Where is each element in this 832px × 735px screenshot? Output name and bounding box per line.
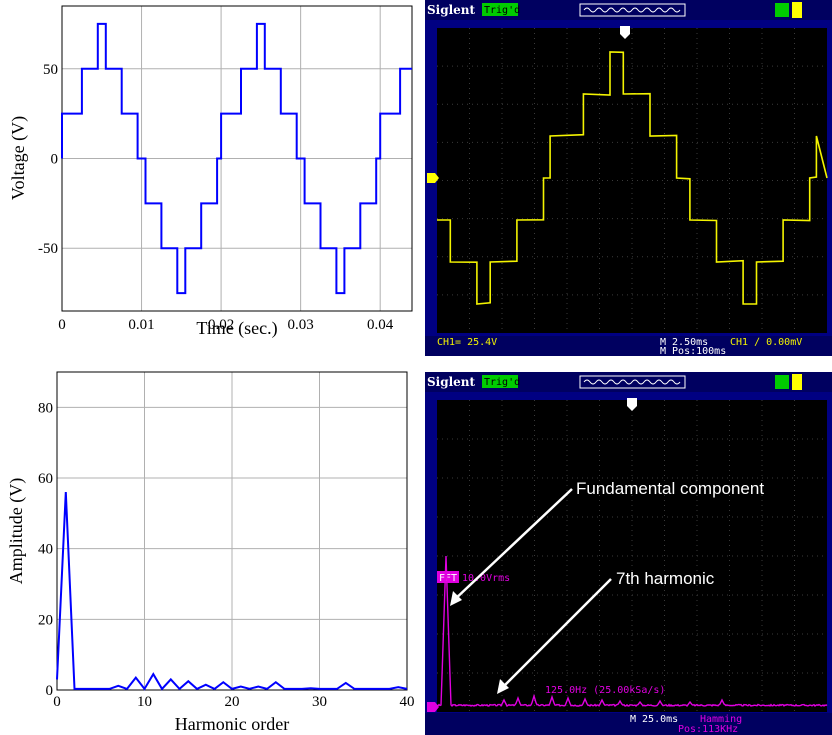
scope-fft-memory-wave — [583, 379, 681, 385]
scope-fft-header-bar — [425, 372, 832, 392]
harmonic-y-tick: 60 — [38, 471, 53, 487]
voltage-x-tick: 0.03 — [288, 317, 314, 333]
fft-frequency: 125.0Hz (25.00kSa/s) — [545, 685, 665, 696]
harmonic-y-tick: 80 — [38, 400, 53, 416]
harmonic-x-tick: 30 — [312, 694, 327, 710]
voltage-y-tick: 0 — [51, 152, 59, 168]
voltage-x-tick: 0.04 — [367, 317, 394, 333]
scope-trace-ch1-readout: CH1= 25.4V — [437, 337, 497, 348]
channel-marker-icon — [427, 702, 439, 712]
annotation-fundamental: Fundamental component — [576, 479, 764, 498]
scope-fft-panel: Siglent Trig'd FFT 10.0Vrms 125.0Hz (25.… — [425, 372, 832, 735]
annotation-arrowhead-7th — [497, 679, 509, 694]
harmonic-y-tick: 40 — [38, 542, 53, 558]
voltage-y-tick: -50 — [38, 241, 58, 257]
scope-trace-position: M Pos:100ms — [660, 346, 726, 357]
scope-fft-window: Hamming — [700, 714, 742, 725]
harmonic-x-tick: 10 — [137, 694, 152, 710]
fft-unit: 10.0Vrms — [462, 573, 510, 584]
scope-fft-memory-bar — [579, 375, 686, 389]
trigger-marker-icon — [620, 26, 630, 39]
scope-trace-status-icon — [775, 3, 789, 17]
voltage-series-line — [61, 22, 412, 295]
harmonic-series-line — [56, 492, 408, 691]
scope-trace-footer-bar — [425, 336, 832, 356]
harmonic-x-tick: 40 — [400, 694, 415, 710]
annotation-arrowhead-fundamental — [450, 591, 462, 606]
voltage-plot-xlabel: Time (sec.) — [196, 318, 277, 339]
harmonic-y-tick: 0 — [46, 683, 54, 699]
fft-label-box — [437, 571, 459, 583]
scope-fft-position: Pos:113KHz — [678, 724, 738, 735]
scope-trace-trigger-readout: CH1 ∕ 0.00mV — [730, 337, 802, 348]
voltage-y-tick: 50 — [43, 62, 58, 78]
annotation-arrow-7th — [499, 578, 612, 691]
voltage-plot-ticks: 0 0.01 0.02 0.03 0.04 50 0 -50 — [38, 62, 394, 333]
scope-trace-status-box — [482, 3, 518, 16]
trigger-marker-icon — [627, 398, 637, 411]
channel-marker-icon — [427, 173, 439, 183]
voltage-plot-ylabel: Voltage (V) — [8, 116, 29, 200]
scope-fft-grid — [437, 400, 827, 712]
voltage-x-tick: 0.02 — [208, 317, 234, 333]
fft-label: FFT — [439, 573, 457, 584]
harmonic-plot-grid — [57, 372, 407, 690]
harmonic-plot-xlabel: Harmonic order — [175, 714, 289, 734]
scope-trace-header-bar — [425, 0, 832, 20]
scope-fft-status: Trig'd — [484, 377, 520, 388]
scope-fft-status-icon — [775, 375, 789, 389]
annotation-7th-harmonic: 7th harmonic — [616, 569, 715, 588]
harmonic-y-tick: 20 — [38, 612, 53, 628]
scope-trace-memory-wave — [583, 7, 681, 13]
scope-trace-memory-bar — [579, 3, 686, 17]
scope-trace-timebase: M 2.50ms — [660, 337, 708, 348]
harmonic-plot-ylabel: Amplitude (V) — [6, 478, 27, 584]
scope-fft-footer-bar — [425, 713, 832, 735]
scope-trace-grid — [437, 28, 827, 333]
voltage-x-tick: 0 — [58, 317, 66, 333]
voltage-plot: 0 0.01 0.02 0.03 0.04 50 0 -50 Time (sec.) Volt… — [8, 5, 413, 339]
scope-fft-timebase: M 25.0ms — [630, 714, 678, 725]
scope-fft-brand: Siglent — [427, 375, 476, 389]
scope-fft-spectrum — [436, 555, 828, 708]
battery-icon — [792, 2, 802, 18]
harmonic-plot-frame — [56, 371, 408, 691]
harmonic-plot-ticks: 0 10 20 30 40 80 60 40 20 0 — [38, 400, 415, 710]
scope-trace-status: Trig'd — [484, 5, 520, 16]
voltage-plot-grid — [62, 6, 412, 311]
annotation-arrow-fundamental — [451, 488, 573, 603]
scope-trace-brand: Siglent — [427, 3, 476, 17]
scope-trace-panel: Siglent Trig'd CH1= 25.4V M 2.50ms M Pos… — [425, 0, 832, 357]
battery-icon — [792, 374, 802, 390]
harmonic-x-tick: 0 — [53, 694, 61, 710]
scope-trace-waveform — [437, 51, 828, 305]
voltage-x-tick: 0.01 — [128, 317, 154, 333]
scope-fft-status-box — [482, 375, 518, 388]
harmonic-x-tick: 20 — [225, 694, 240, 710]
harmonic-plot: 0 10 20 30 40 80 60 40 20 0 Harmonic order Amplit… — [6, 371, 415, 734]
